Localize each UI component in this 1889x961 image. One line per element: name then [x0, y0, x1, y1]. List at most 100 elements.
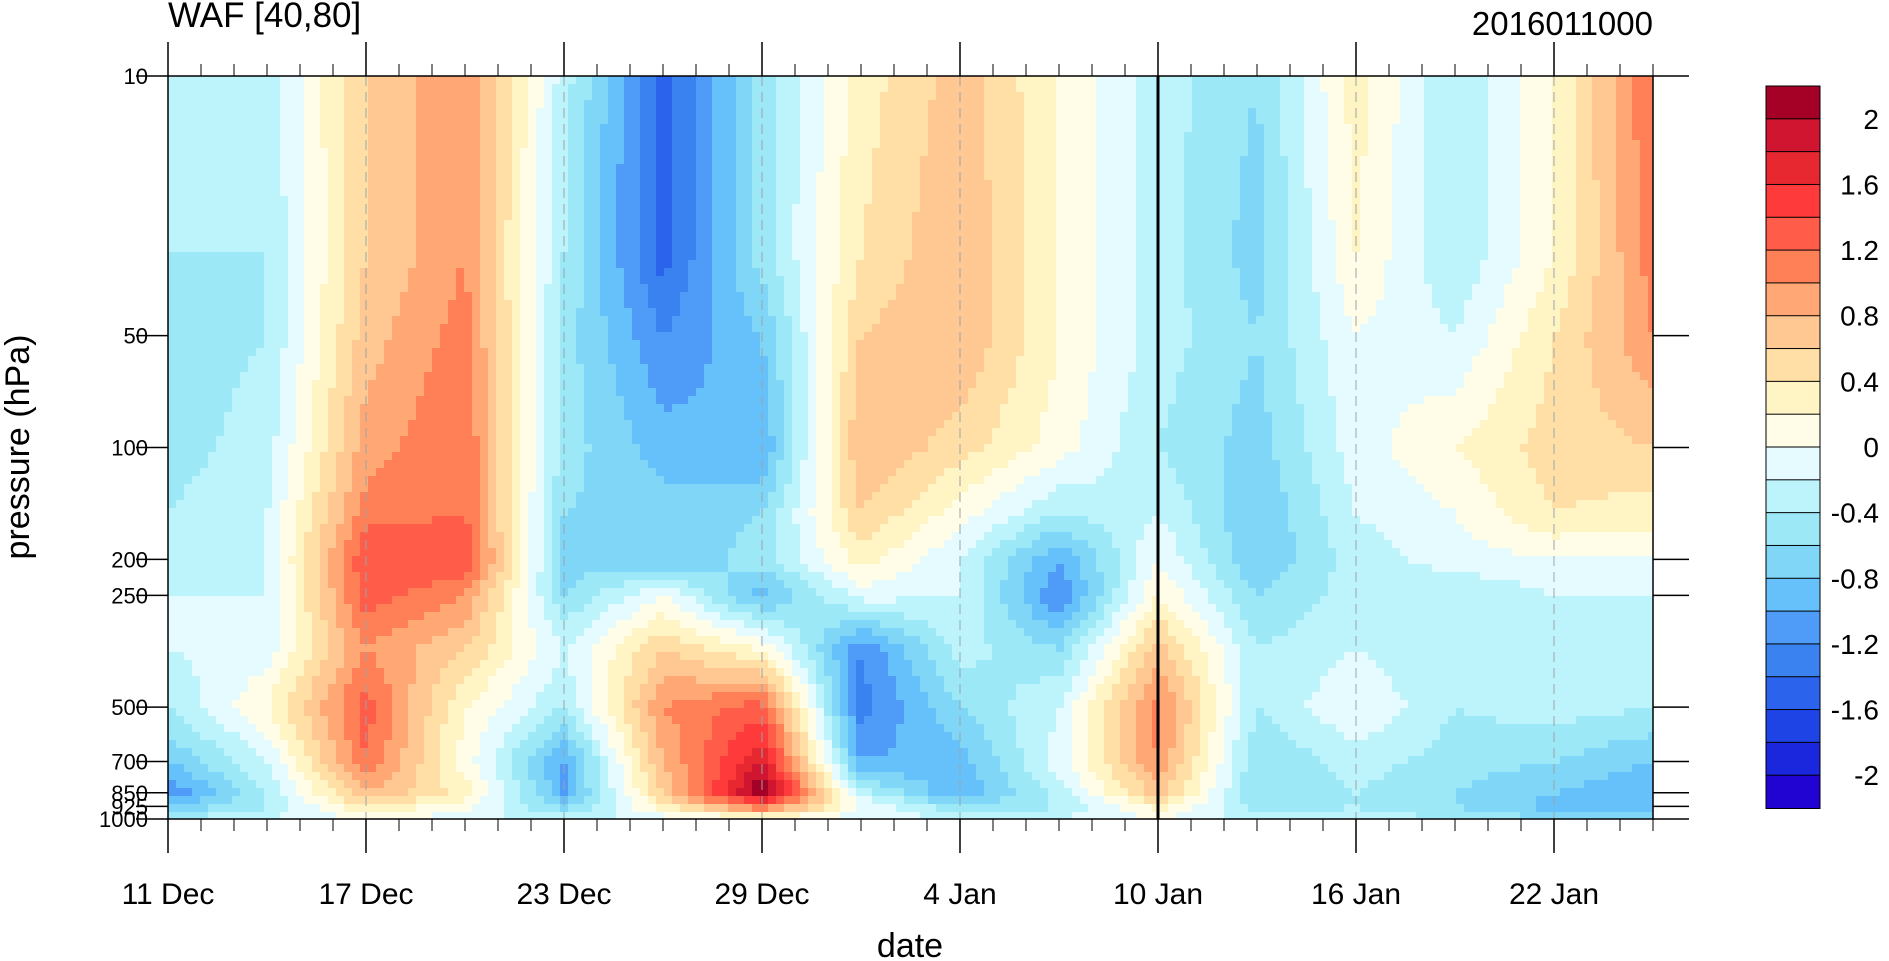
field-cell	[824, 124, 833, 133]
field-cell	[1288, 172, 1297, 181]
field-cell	[1112, 276, 1121, 285]
field-cell	[1224, 188, 1233, 197]
field-cell	[304, 116, 313, 125]
field-cell	[288, 252, 297, 261]
field-cell	[384, 228, 393, 237]
field-cell	[944, 284, 953, 293]
field-cell	[632, 260, 641, 269]
field-cell	[1032, 172, 1041, 181]
field-cell	[592, 260, 601, 269]
field-cell	[1032, 116, 1041, 125]
field-cell	[1024, 212, 1033, 221]
field-cell	[1560, 196, 1569, 205]
field-cell	[1608, 236, 1617, 245]
field-cell	[1176, 284, 1185, 293]
field-cell	[1120, 76, 1129, 85]
field-cell	[400, 260, 409, 269]
field-cell	[776, 236, 785, 245]
field-cell	[1176, 212, 1185, 221]
field-cell	[1048, 92, 1057, 101]
field-cell	[1040, 196, 1049, 205]
field-cell	[736, 204, 745, 213]
field-cell	[1296, 244, 1305, 253]
field-cell	[704, 132, 713, 141]
field-cell	[216, 180, 225, 189]
field-cell	[1216, 116, 1225, 125]
field-cell	[1264, 276, 1273, 285]
field-cell	[1008, 180, 1017, 189]
field-cell	[1224, 268, 1233, 277]
field-cell	[656, 116, 665, 125]
field-cell	[1472, 164, 1481, 173]
field-cell	[200, 252, 209, 261]
field-cell	[776, 100, 785, 109]
field-cell	[776, 268, 785, 277]
field-cell	[472, 116, 481, 125]
field-cell	[816, 132, 825, 141]
field-cell	[496, 140, 505, 149]
field-cell	[480, 148, 489, 157]
field-cell	[1240, 76, 1249, 85]
field-cell	[928, 148, 937, 157]
field-cell	[880, 84, 889, 93]
field-cell	[1304, 84, 1313, 93]
field-cell	[1504, 76, 1513, 85]
field-cell	[1296, 180, 1305, 189]
field-cell	[1624, 116, 1633, 125]
field-cell	[456, 140, 465, 149]
field-cell	[632, 108, 641, 117]
field-cell	[736, 276, 745, 285]
field-cell	[1136, 260, 1145, 269]
field-cell	[1328, 100, 1337, 109]
field-cell	[1280, 108, 1289, 117]
field-cell	[352, 84, 361, 93]
field-cell	[1408, 260, 1417, 269]
field-cell	[1552, 268, 1561, 277]
field-cell	[1512, 108, 1521, 117]
field-cell	[1208, 268, 1217, 277]
field-cell	[456, 76, 465, 85]
field-cell	[688, 108, 697, 117]
field-cell	[872, 204, 881, 213]
field-cell	[1128, 188, 1137, 197]
field-cell	[1304, 228, 1313, 237]
field-cell	[1568, 196, 1577, 205]
field-cell	[608, 156, 617, 165]
field-cell	[520, 180, 529, 189]
field-cell	[1320, 228, 1329, 237]
field-cell	[640, 260, 649, 269]
field-cell	[360, 108, 369, 117]
field-cell	[528, 268, 537, 277]
field-cell	[904, 164, 913, 173]
field-cell	[696, 276, 705, 285]
field-cell	[464, 220, 473, 229]
field-cell	[736, 188, 745, 197]
field-cell	[1624, 220, 1633, 229]
field-cell	[1488, 140, 1497, 149]
field-cell	[1520, 252, 1529, 261]
field-cell	[240, 108, 249, 117]
field-cell	[1368, 220, 1377, 229]
field-cell	[1088, 260, 1097, 269]
field-cell	[1064, 140, 1073, 149]
field-cell	[496, 196, 505, 205]
field-cell	[256, 180, 265, 189]
field-cell	[1456, 220, 1465, 229]
field-cell	[1072, 284, 1081, 293]
field-cell	[1544, 228, 1553, 237]
field-cell	[1088, 100, 1097, 109]
field-cell	[224, 124, 233, 133]
field-cell	[1480, 84, 1489, 93]
field-cell	[1608, 268, 1617, 277]
field-cell	[352, 116, 361, 125]
field-cell	[608, 252, 617, 261]
field-cell	[1080, 228, 1089, 237]
field-cell	[1272, 124, 1281, 133]
field-cell	[200, 132, 209, 141]
field-cell	[1048, 188, 1057, 197]
field-cell	[256, 228, 265, 237]
field-cell	[1056, 100, 1065, 109]
field-cell	[424, 92, 433, 101]
field-cell	[840, 148, 849, 157]
field-cell	[392, 132, 401, 141]
